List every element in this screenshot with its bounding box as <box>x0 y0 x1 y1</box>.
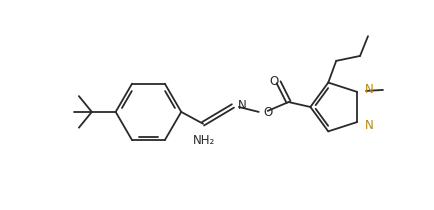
Text: N: N <box>364 83 373 96</box>
Text: N: N <box>364 118 373 131</box>
Text: NH₂: NH₂ <box>193 134 215 147</box>
Text: O: O <box>268 75 278 88</box>
Text: O: O <box>263 106 272 119</box>
Text: N: N <box>237 98 246 112</box>
